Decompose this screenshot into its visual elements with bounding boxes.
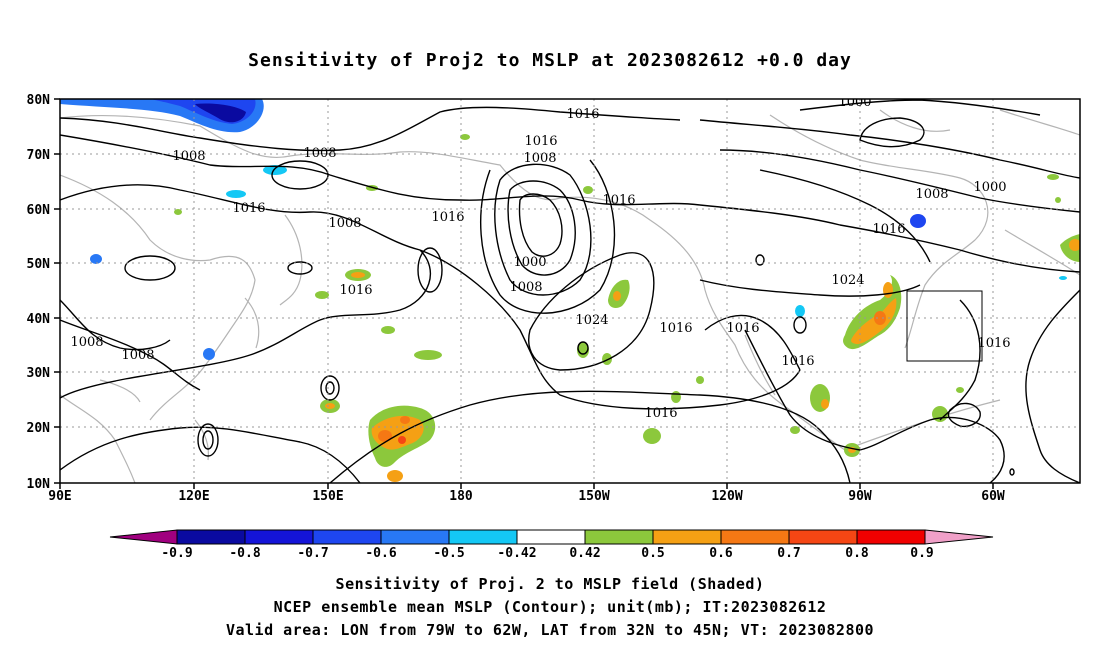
colorbar-segment — [448, 529, 518, 545]
lon-label: 120W — [711, 489, 742, 504]
colorbar-label: -0.42 — [497, 546, 536, 561]
colorbar-label: -0.6 — [365, 546, 396, 561]
contour-label: 1016 — [524, 134, 557, 149]
valid-area-box — [906, 290, 983, 362]
map-plot-area: 1016 1016 1008 1008 1008 1016 1008 1016 … — [60, 95, 1080, 483]
latitude-labels: 80N 70N 60N 50N 40N 30N 20N 10N — [27, 93, 51, 492]
colorbar-segment — [244, 529, 314, 545]
colorbar-max-triangle — [924, 529, 994, 545]
contour-label: 1016 — [726, 321, 759, 336]
lat-label: 70N — [27, 148, 51, 163]
contour-label: 1016 — [781, 354, 814, 369]
colorbar-label: 0.6 — [709, 546, 733, 561]
contour-label: 1024 — [575, 313, 608, 328]
contour-label: 1008 — [303, 146, 336, 161]
colorbar-label: 0.7 — [777, 546, 800, 561]
graticule — [60, 99, 1080, 483]
chart-title: Sensitivity of Proj2 to MSLP at 20230826… — [248, 50, 852, 71]
contour-label: 1016 — [659, 321, 692, 336]
contour-label: 1008 — [915, 187, 948, 202]
colorbar-min-triangle — [109, 529, 178, 545]
lat-label: 80N — [27, 93, 51, 108]
negative-sensitivity-shading — [60, 99, 1067, 360]
caption-valid-area: Valid area: LON from 79W to 62W, LAT fro… — [225, 621, 875, 639]
contour-label: 1016 — [872, 222, 905, 237]
contour-label: 1016 — [977, 336, 1010, 351]
contour-label: 1008 — [523, 151, 556, 166]
mslp-contours — [60, 99, 1080, 483]
colorbar-label: -0.5 — [433, 546, 464, 561]
contour-label: 1000 — [973, 180, 1006, 195]
colorbar-label: 0.42 — [569, 546, 600, 561]
colorbar-segment — [788, 529, 858, 545]
colorbar-segment — [516, 529, 586, 545]
lat-label: 20N — [27, 421, 51, 436]
caption-shading: Sensitivity of Proj. 2 to MSLP field (Sh… — [335, 575, 765, 593]
colorbar-label: -0.9 — [161, 546, 192, 561]
lon-label: 180 — [449, 489, 473, 504]
lat-label: 50N — [27, 257, 51, 272]
colorbar-segment — [584, 529, 654, 545]
lat-label: 60N — [27, 203, 51, 218]
contour-label: 1016 — [339, 283, 372, 298]
contour-label: 1008 — [121, 348, 154, 363]
lat-label: 10N — [27, 477, 51, 492]
longitude-labels: 90E 120E 150E 180 150W 120W 90W 60W — [48, 489, 1005, 504]
contour-label: 1008 — [70, 335, 103, 350]
colorbar-segment — [176, 529, 246, 545]
colorbar-segment — [652, 529, 722, 545]
contour-label: 1008 — [509, 280, 542, 295]
colorbar-segment — [380, 529, 450, 545]
axis-ticks — [54, 98, 994, 489]
colorbar — [109, 529, 994, 545]
lat-label: 40N — [27, 312, 51, 327]
lon-label: 150W — [578, 489, 609, 504]
contour-label: 1008 — [328, 216, 361, 231]
contour-label: 1016 — [644, 406, 677, 421]
contour-label: 1016 — [566, 107, 599, 122]
colorbar-segment — [312, 529, 382, 545]
lon-label: 90W — [848, 489, 872, 504]
colorbar-label: -0.8 — [229, 546, 260, 561]
colorbar-segment — [856, 529, 926, 545]
colorbar-label: 0.8 — [845, 546, 869, 561]
contour-label: 1016 — [431, 210, 464, 225]
contour-label: 1024 — [831, 273, 864, 288]
contour-labels: 1016 1016 1008 1008 1008 1016 1008 1016 … — [70, 95, 1010, 421]
lon-label: 90E — [48, 489, 71, 504]
colorbar-label: 0.5 — [641, 546, 664, 561]
map-frame — [59, 98, 1081, 484]
lon-label: 60W — [981, 489, 1005, 504]
contour-label: 1016 — [232, 201, 265, 216]
colorbar-segment — [720, 529, 790, 545]
contour-label: 1000 — [513, 255, 546, 270]
lat-label: 30N — [27, 366, 51, 381]
contour-label: 1008 — [172, 149, 205, 164]
contour-label: 1000 — [838, 95, 871, 110]
caption-contour: NCEP ensemble mean MSLP (Contour); unit(… — [273, 598, 827, 616]
lon-label: 150E — [312, 489, 343, 504]
colorbar-labels: -0.9 -0.8 -0.7 -0.6 -0.5 -0.42 0.42 0.5 … — [161, 546, 933, 561]
lon-label: 120E — [178, 489, 209, 504]
contour-label: 1016 — [602, 193, 635, 208]
colorbar-label: 0.9 — [910, 546, 933, 561]
colorbar-label: -0.7 — [297, 546, 328, 561]
